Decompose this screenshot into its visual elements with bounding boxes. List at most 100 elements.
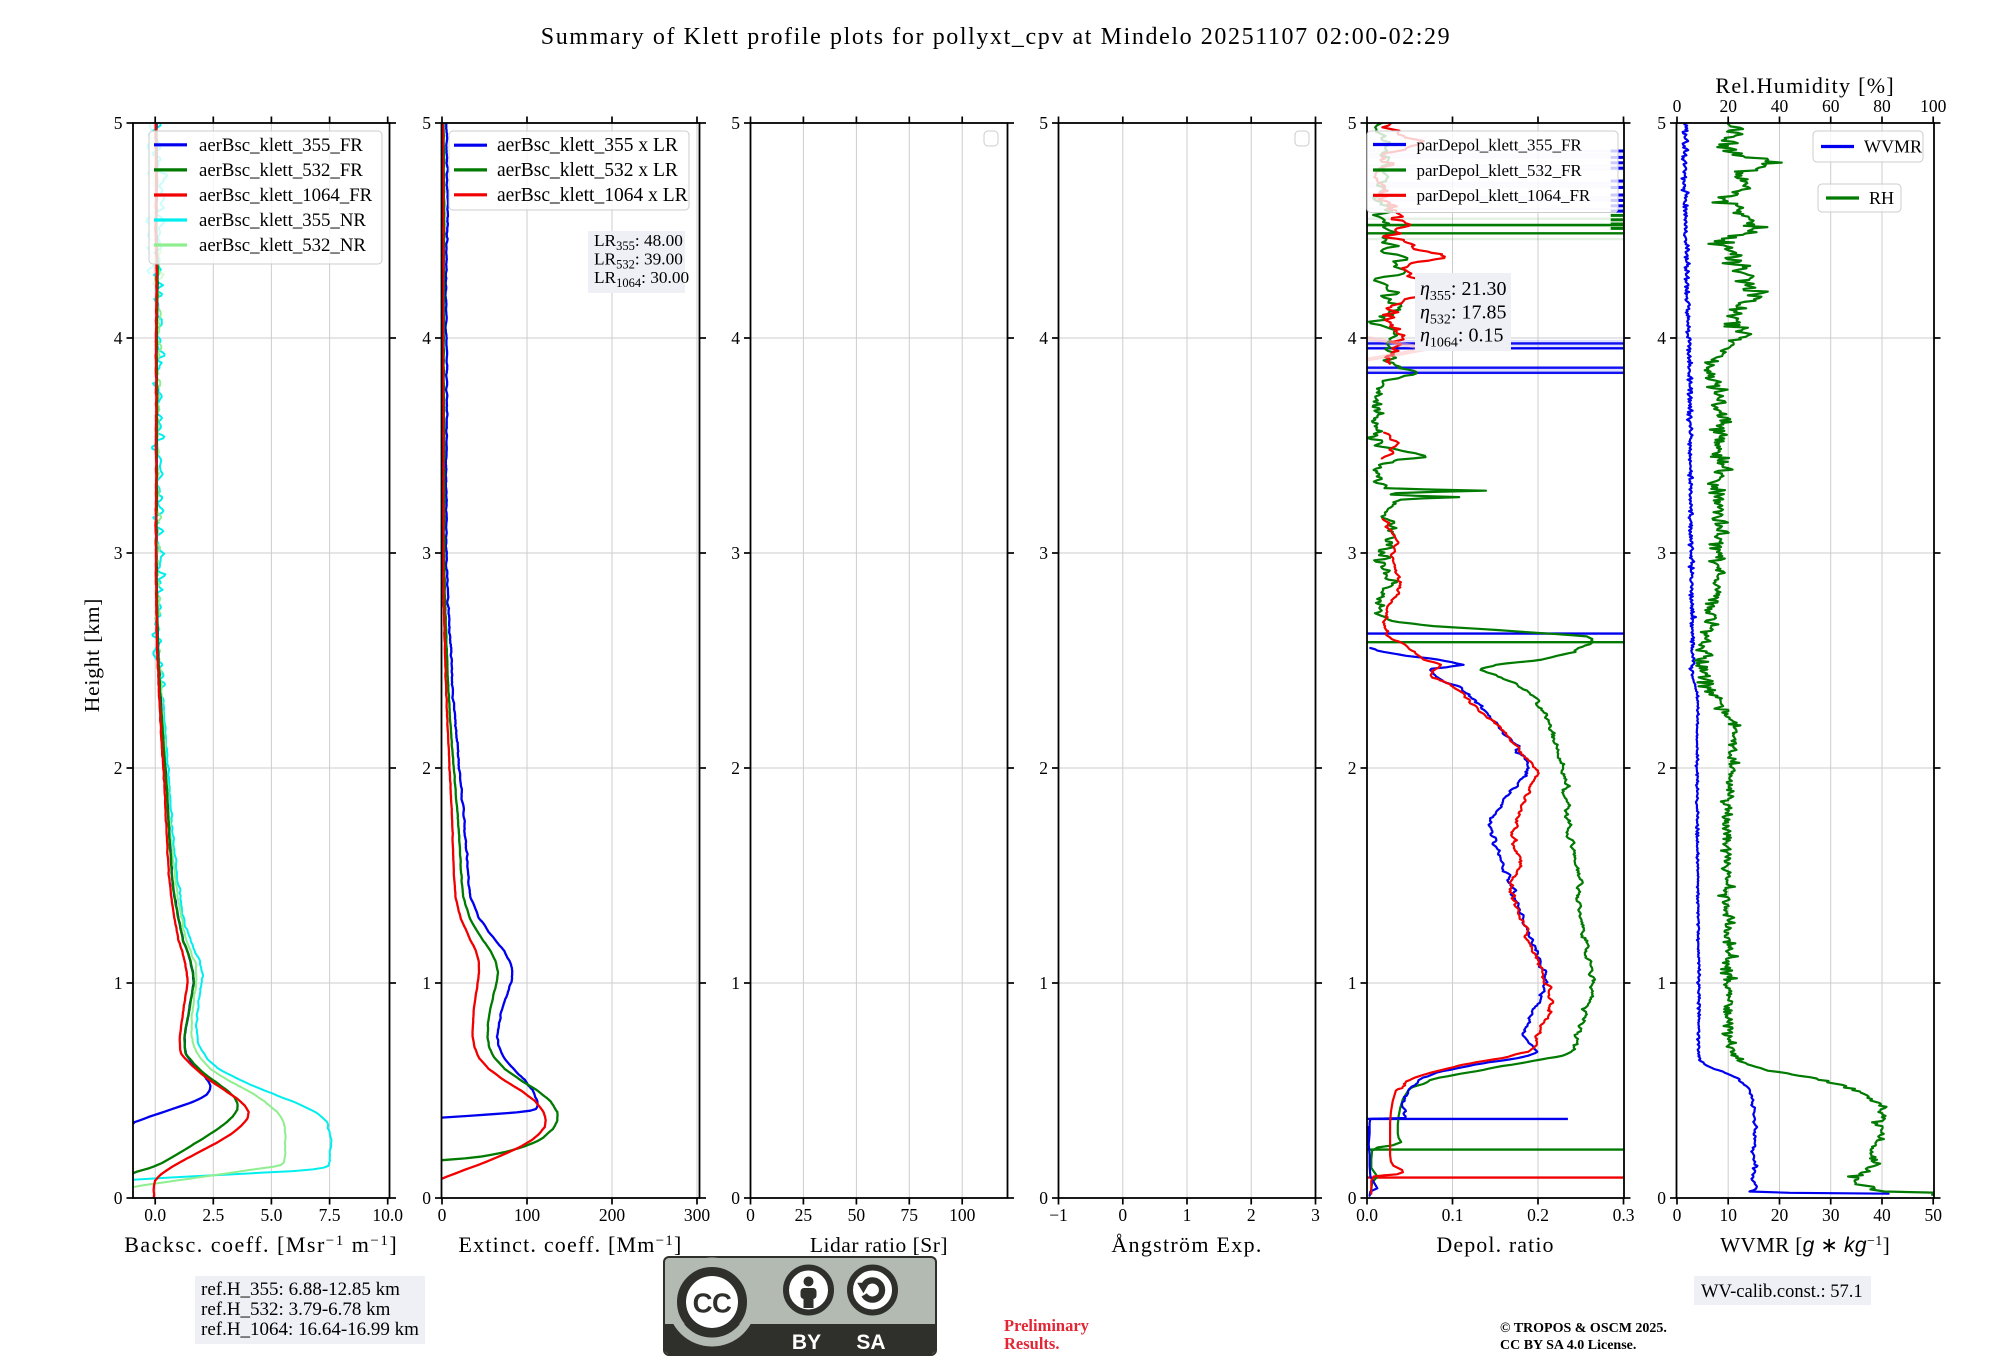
svg-text:Preliminary: Preliminary: [1004, 1316, 1090, 1335]
svg-text:0: 0: [438, 1205, 447, 1225]
svg-text:3: 3: [422, 543, 431, 563]
svg-text:Lidar ratio [Sr]: Lidar ratio [Sr]: [810, 1233, 948, 1257]
svg-text:0.0: 0.0: [1356, 1205, 1378, 1225]
svg-text:3: 3: [1657, 543, 1666, 563]
svg-text:40: 40: [1771, 96, 1789, 116]
svg-text:CC BY SA 4.0 License.: CC BY SA 4.0 License.: [1500, 1338, 1636, 1353]
svg-text:aerBsc_klett_1064_FR: aerBsc_klett_1064_FR: [199, 185, 373, 206]
svg-text:1: 1: [1039, 973, 1048, 993]
svg-text:4: 4: [1657, 328, 1666, 348]
svg-text:5: 5: [1348, 113, 1357, 133]
svg-text:0: 0: [1657, 1188, 1666, 1208]
svg-text:3: 3: [1039, 543, 1048, 563]
svg-text:100: 100: [514, 1205, 541, 1225]
svg-text:2: 2: [422, 758, 431, 778]
svg-text:4: 4: [1039, 328, 1048, 348]
svg-text:parDepol_klett_532_FR: parDepol_klett_532_FR: [1417, 161, 1583, 180]
svg-text:0: 0: [1118, 1205, 1127, 1225]
svg-text:ref.H_1064: 16.64-16.99 km: ref.H_1064: 16.64-16.99 km: [201, 1319, 419, 1340]
svg-text:1: 1: [1183, 1205, 1192, 1225]
svg-text:Height [km]: Height [km]: [80, 598, 104, 712]
svg-text:3: 3: [731, 543, 740, 563]
svg-text:0: 0: [731, 1188, 740, 1208]
svg-text:1: 1: [731, 973, 740, 993]
svg-text:20: 20: [1719, 96, 1737, 116]
svg-text:5: 5: [1657, 113, 1666, 133]
svg-text:7.5: 7.5: [319, 1205, 341, 1225]
svg-text:10: 10: [1719, 1205, 1737, 1225]
svg-text:4: 4: [114, 328, 123, 348]
svg-text:aerBsc_klett_1064 x LR: aerBsc_klett_1064 x LR: [497, 185, 688, 206]
svg-text:aerBsc_klett_355_NR: aerBsc_klett_355_NR: [199, 210, 366, 231]
svg-text:0: 0: [114, 1188, 123, 1208]
svg-text:5: 5: [114, 113, 123, 133]
svg-text:300: 300: [684, 1205, 711, 1225]
svg-text:η1064​: 0.15: η1064​: 0.15: [1420, 325, 1503, 351]
svg-text:ref.H_532: 3.79-6.78 km: ref.H_532: 3.79-6.78 km: [201, 1299, 391, 1320]
svg-text:LR1064​: 30.00: LR1064​: 30.00: [594, 268, 689, 290]
svg-text:50: 50: [1924, 1205, 1942, 1225]
svg-text:5: 5: [1039, 113, 1048, 133]
svg-text:© TROPOS & OSCM 2025.: © TROPOS & OSCM 2025.: [1500, 1321, 1667, 1336]
svg-text:Depol. ratio: Depol. ratio: [1436, 1232, 1554, 1257]
svg-text:0.0: 0.0: [144, 1205, 166, 1225]
svg-text:1: 1: [114, 973, 123, 993]
svg-text:parDepol_klett_1064_FR: parDepol_klett_1064_FR: [1417, 186, 1591, 205]
svg-text:3: 3: [1348, 543, 1357, 563]
svg-text:0: 0: [1673, 96, 1682, 116]
svg-text:SA: SA: [856, 1331, 885, 1354]
svg-text:75: 75: [901, 1205, 919, 1225]
svg-text:aerBsc_klett_532_NR: aerBsc_klett_532_NR: [199, 235, 366, 256]
svg-text:1: 1: [1348, 973, 1357, 993]
svg-text:0.2: 0.2: [1527, 1205, 1549, 1225]
svg-text:0: 0: [1039, 1188, 1048, 1208]
svg-text:0: 0: [1348, 1188, 1357, 1208]
svg-text:2: 2: [1039, 758, 1048, 778]
svg-text:4: 4: [422, 328, 431, 348]
svg-text:2: 2: [114, 758, 123, 778]
svg-text:aerBsc_klett_532 x LR: aerBsc_klett_532 x LR: [497, 160, 678, 181]
svg-text:Backsc. coeff. [Msr−1​ m−1​]: Backsc. coeff. [Msr−1​ m−1​]: [124, 1232, 398, 1257]
svg-text:3: 3: [114, 543, 123, 563]
svg-text:4: 4: [731, 328, 740, 348]
svg-text:ref.H_355: 6.88-12.85 km: ref.H_355: 6.88-12.85 km: [201, 1279, 400, 1300]
svg-text:Ångström Exp.: Ångström Exp.: [1111, 1232, 1262, 1257]
svg-text:1: 1: [422, 973, 431, 993]
svg-text:40: 40: [1873, 1205, 1891, 1225]
svg-text:2.5: 2.5: [202, 1205, 224, 1225]
svg-text:−1: −1: [1049, 1205, 1068, 1225]
svg-text:RH: RH: [1869, 188, 1894, 208]
svg-text:BY: BY: [792, 1331, 821, 1354]
svg-text:2: 2: [731, 758, 740, 778]
svg-text:CC: CC: [693, 1288, 732, 1319]
svg-text:25: 25: [795, 1205, 813, 1225]
svg-text:50: 50: [848, 1205, 866, 1225]
svg-text:60: 60: [1822, 96, 1840, 116]
svg-text:0.1: 0.1: [1442, 1205, 1464, 1225]
svg-text:Summary of Klett profile plots: Summary of Klett profile plots for polly…: [541, 24, 1451, 50]
svg-text:2: 2: [1348, 758, 1357, 778]
svg-text:30: 30: [1822, 1205, 1840, 1225]
svg-text:parDepol_klett_355_FR: parDepol_klett_355_FR: [1417, 135, 1583, 154]
svg-text:WV-calib.const.: 57.1: WV-calib.const.: 57.1: [1701, 1282, 1863, 1302]
svg-text:Rel.Humidity [%]: Rel.Humidity [%]: [1715, 73, 1895, 98]
svg-text:5: 5: [422, 113, 431, 133]
svg-text:100: 100: [1920, 96, 1947, 116]
svg-text:Extinct. coeff. [Mm−1​]: Extinct. coeff. [Mm−1​]: [458, 1232, 682, 1257]
svg-text:3: 3: [1311, 1205, 1320, 1225]
svg-text:Results.: Results.: [1004, 1334, 1059, 1353]
svg-text:5.0: 5.0: [260, 1205, 282, 1225]
svg-text:0.3: 0.3: [1613, 1205, 1635, 1225]
svg-text:aerBsc_klett_355_FR: aerBsc_klett_355_FR: [199, 135, 363, 156]
svg-text:aerBsc_klett_532_FR: aerBsc_klett_532_FR: [199, 160, 363, 181]
svg-text:0: 0: [422, 1188, 431, 1208]
svg-text:5: 5: [731, 113, 740, 133]
svg-text:200: 200: [599, 1205, 626, 1225]
svg-text:2: 2: [1657, 758, 1666, 778]
svg-text:0: 0: [1673, 1205, 1682, 1225]
svg-text:WVMR [g ∗ kg−1​]: WVMR [g ∗ kg−1​]: [1720, 1233, 1890, 1257]
svg-text:WVMR: WVMR: [1864, 137, 1922, 157]
svg-text:1: 1: [1657, 973, 1666, 993]
svg-text:80: 80: [1873, 96, 1891, 116]
svg-text:10.0: 10.0: [372, 1205, 403, 1225]
